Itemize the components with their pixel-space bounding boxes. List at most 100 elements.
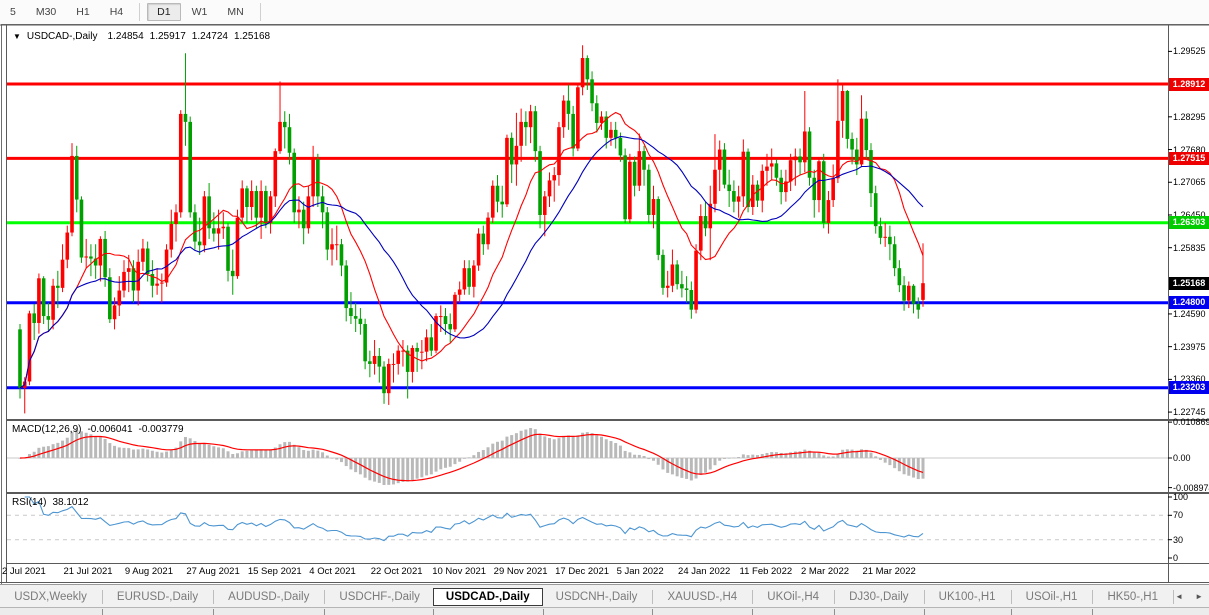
candle-body [18, 329, 22, 388]
period-button-d1[interactable]: D1 [147, 3, 181, 21]
macd-bar [604, 439, 608, 458]
tab-ukoil-h4[interactable]: UKOil-,H4 [767, 590, 820, 603]
candle-body [46, 316, 51, 320]
period-button-m30[interactable]: M30 [35, 6, 57, 18]
candle-body [311, 159, 315, 197]
macd-bar [548, 438, 552, 458]
macd-bar [477, 451, 481, 458]
macd-bar [642, 455, 646, 458]
candle-body [51, 285, 55, 320]
macd-bar [18, 458, 22, 459]
candle-body [41, 278, 46, 317]
period-button-w1[interactable]: W1 [191, 6, 208, 18]
tab-xauusd-h4[interactable]: XAUUSD-,H4 [667, 590, 738, 603]
collapse-arrow-icon[interactable]: ▼ [13, 32, 21, 41]
macd-bar [514, 433, 518, 458]
macd-bar [231, 454, 235, 458]
tab-audusd-daily[interactable]: AUDUSD-,Daily [228, 590, 310, 603]
tab-usdcad-daily[interactable]: USDCAD-,Daily [432, 587, 543, 606]
candle-body [306, 196, 311, 229]
macd-bar [368, 458, 372, 481]
macd-bar [524, 429, 528, 458]
macd-bar [198, 443, 202, 458]
price-badge: 1.27515 [1169, 151, 1209, 165]
open-value: 1.24854 [107, 31, 144, 42]
candle-body [37, 278, 41, 323]
macd-bar [283, 442, 287, 458]
macd-bar [56, 442, 60, 458]
tab-scroll-right-icon[interactable]: ► [1195, 592, 1203, 601]
candle-body [249, 191, 254, 207]
macd-bar [51, 444, 55, 458]
candle-body [89, 256, 93, 259]
tab-scroll-left-icon[interactable]: ◄ [1175, 592, 1184, 601]
period-button-h4[interactable]: H4 [109, 6, 124, 18]
period-button-h1[interactable]: H1 [76, 6, 90, 18]
macd-bar [287, 441, 291, 458]
macd-bar [718, 458, 722, 461]
tab-hk50-h1[interactable]: HK50-,H1 [1107, 590, 1159, 603]
period-button-mn[interactable]: MN [227, 6, 244, 18]
candle-body [202, 196, 207, 246]
macd-bar [609, 441, 613, 458]
candle-body [594, 103, 599, 123]
strip-mark [924, 609, 925, 615]
rsi-axis-label: 0 [1173, 553, 1179, 563]
macd-bar [169, 449, 173, 458]
macd-bar [373, 458, 377, 482]
candle-body [599, 116, 604, 123]
tab-eurusd-daily[interactable]: EURUSD-,Daily [116, 590, 199, 603]
candle-body [188, 121, 192, 213]
time-tick-label: 2 Jul 2021 [2, 566, 46, 577]
price-badge: 1.24800 [1169, 296, 1209, 310]
macd-bar [113, 445, 117, 458]
candle-body [646, 169, 651, 215]
price-tick-label: 1.26450 [1173, 209, 1206, 220]
candle-body [60, 259, 65, 288]
candle-body [368, 361, 372, 364]
candle-body [821, 161, 826, 223]
rsi-axis-label: 100 [1173, 492, 1189, 502]
macd-bar [160, 452, 164, 458]
candle-body [694, 250, 698, 310]
strip-mark [433, 609, 434, 615]
candle-body [84, 256, 88, 258]
candle-body [495, 185, 500, 202]
macd-bar [855, 450, 859, 458]
tab-usdcnh-daily[interactable]: USDCNH-,Daily [555, 590, 638, 603]
period-button-5[interactable]: 5 [10, 6, 16, 18]
macd-bar [155, 451, 159, 458]
candle-body [921, 283, 925, 300]
tab-uk100-h1[interactable]: UK100-,H1 [938, 590, 996, 603]
candle-body [661, 254, 665, 288]
macd-bar [581, 432, 585, 458]
macd-bar [311, 449, 315, 458]
candle-body [840, 91, 845, 121]
macd-bar [122, 447, 126, 458]
macd-bar [183, 437, 187, 458]
macd-histogram [18, 428, 925, 486]
tab-usdchf-daily[interactable]: USDCHF-,Daily [339, 590, 420, 603]
macd-bar [335, 458, 339, 460]
candle-body [112, 305, 117, 320]
macd-bar [462, 458, 466, 459]
tab-usoil-h1[interactable]: USOil-,H1 [1025, 590, 1078, 603]
candle-body [524, 121, 528, 128]
candle-body [746, 151, 750, 207]
candle-body [103, 238, 107, 278]
timeframe-toolbar: 5 M30 H1 H4 D1 W1 MN [0, 0, 1209, 24]
macd-bar [491, 443, 495, 458]
macd-bar [269, 449, 273, 458]
strip-mark [213, 609, 214, 615]
tab-dj30-daily[interactable]: DJ30-,Daily [849, 590, 909, 603]
candle-body [845, 91, 850, 139]
macd-bar [912, 458, 916, 478]
candle-body [798, 156, 802, 163]
macd-bar [670, 458, 674, 475]
macd-bar [576, 435, 580, 458]
macd-bar [354, 458, 358, 473]
tab-usdx-weekly[interactable]: USDX,Weekly [14, 590, 87, 603]
candle-body [70, 155, 74, 233]
macd-bar [240, 451, 244, 458]
